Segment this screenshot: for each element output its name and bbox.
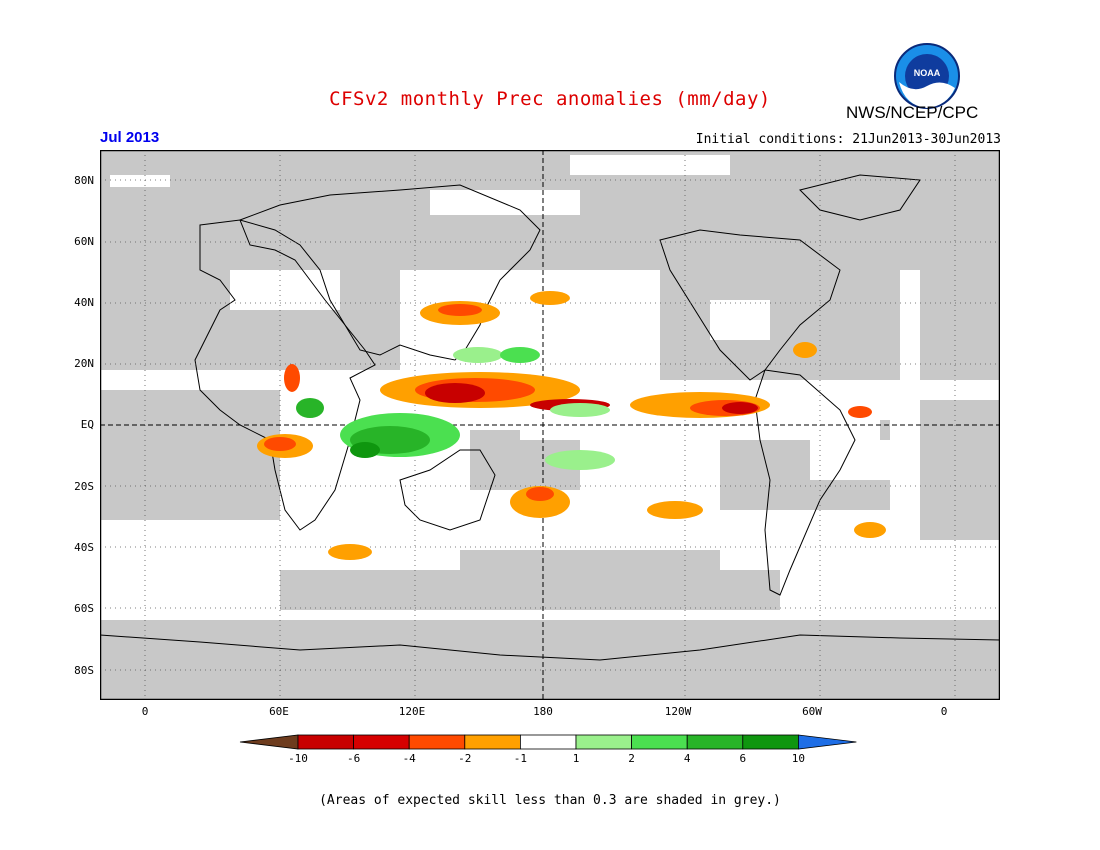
colorbar-cell: [519, 734, 577, 750]
colorbar-tick-label: 1: [572, 752, 580, 765]
lon-label: 60W: [802, 705, 822, 718]
lon-label: 180: [533, 705, 553, 718]
lat-label: 20N: [74, 357, 94, 370]
forecast-month: Jul 2013: [100, 129, 160, 146]
noaa-logo: NOAA: [893, 42, 961, 114]
colorbar-cell: [742, 734, 799, 750]
colorbar-cell: [575, 734, 632, 750]
reference-lines: [100, 150, 1000, 700]
colorbar-tick-label: 2: [628, 752, 635, 765]
lat-label: EQ: [80, 418, 94, 431]
colorbar: [239, 734, 857, 750]
lon-label: 120W: [664, 705, 692, 718]
colorbar-tick-label: 4: [683, 752, 691, 765]
lat-label: 60S: [74, 602, 94, 615]
lon-label: 120E: [398, 705, 426, 718]
lat-label: 60N: [74, 235, 94, 248]
lat-label: 80S: [74, 664, 94, 677]
lat-label: 80N: [74, 174, 94, 187]
colorbar-tick-label: -6: [346, 752, 361, 765]
colorbar-cell: [297, 734, 354, 750]
colorbar-tick-label: -1: [513, 752, 528, 765]
lat-label: 40S: [74, 541, 94, 554]
colorbar-cell: [353, 734, 410, 750]
colorbar-tick-label: 10: [791, 752, 806, 765]
lat-label: 40N: [74, 296, 94, 309]
colorbar-tick-label: 6: [739, 752, 747, 765]
chart-title: CFSv2 monthly Prec anomalies (mm/day): [329, 88, 771, 110]
precip-anomaly-map: [100, 150, 1000, 700]
colorbar-cell: [464, 734, 521, 750]
colorbar-cell: [686, 734, 744, 750]
lon-label: 60E: [269, 705, 289, 718]
colorbar-tick-label: -2: [458, 752, 472, 765]
initial-conditions: Initial conditions: 21Jun2013-30Jun2013: [695, 132, 1001, 147]
logo-text: NOAA: [914, 68, 941, 78]
lon-label: 0: [940, 705, 948, 718]
colorbar-cell: [408, 734, 466, 750]
colorbar-tick-label: -10: [288, 752, 308, 765]
colorbar-cell: [631, 734, 688, 750]
colorbar-tick-label: -4: [402, 752, 416, 765]
lon-label: 0: [141, 705, 149, 718]
footnote: (Areas of expected skill less than 0.3 a…: [319, 793, 781, 808]
agency-label: NWS/NCEP/CPC: [846, 103, 979, 122]
colorbar-cell: [239, 734, 299, 750]
map-frame: [100, 150, 1000, 700]
lat-label: 20S: [74, 480, 94, 493]
colorbar-cell: [798, 734, 857, 750]
anomaly-patches: [257, 291, 886, 560]
